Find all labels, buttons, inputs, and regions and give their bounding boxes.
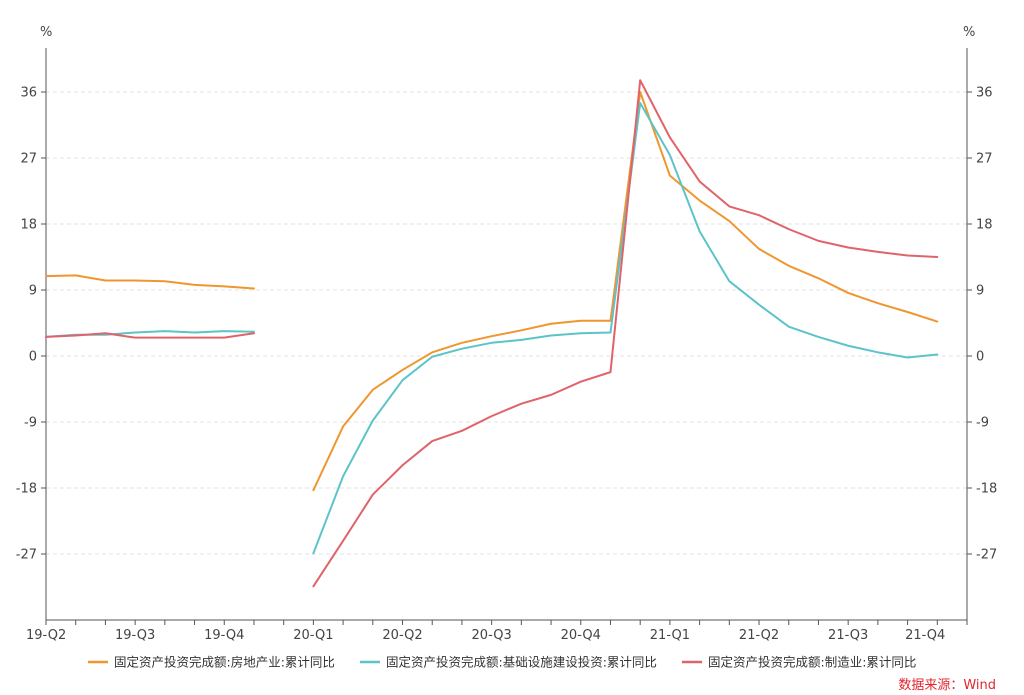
series-line-2: [45, 102, 939, 555]
x-tick-label: 19-Q4: [204, 628, 244, 643]
series-line-1: [45, 91, 939, 492]
axes: % % -27 -27 -18 -18 -9 -9 0 0 9 9 18 18 27 27 36 36 19-Q…: [16, 25, 997, 643]
y-tick-label-right: 36: [976, 86, 993, 101]
x-tick-label: 19-Q3: [115, 628, 155, 643]
x-tick-label: 19-Q2: [26, 628, 66, 643]
legend-label-3: 固定资产投资完成额:制造业:累计同比: [708, 655, 916, 670]
y-tick-label-left: -9: [24, 416, 37, 431]
x-tick-label: 20-Q4: [561, 628, 601, 643]
y-tick-label-right: -9: [976, 416, 989, 431]
y-tick-label-left: 9: [29, 284, 37, 299]
series-lines: [45, 79, 939, 588]
x-tick-label: 21-Q1: [650, 628, 690, 643]
legend: 固定资产投资完成额:房地产业:累计同比 固定资产投资完成额:基础设施建设投资:累计…: [88, 655, 916, 670]
y-tick-label-right: 9: [976, 284, 984, 299]
grid-lines: [46, 91, 967, 555]
x-tick-label: 20-Q1: [293, 628, 333, 643]
legend-label-1: 固定资产投资完成额:房地产业:累计同比: [114, 655, 335, 670]
y-tick-label-left: 27: [20, 152, 37, 167]
x-tick-label: 21-Q3: [828, 628, 868, 643]
x-tick-label: 21-Q2: [739, 628, 779, 643]
legend-label-2: 固定资产投资完成额:基础设施建设投资:累计同比: [386, 655, 657, 670]
y-unit-right: %: [963, 25, 975, 40]
x-tick-label: 21-Q4: [905, 628, 945, 643]
x-tick-label: 20-Q3: [472, 628, 512, 643]
series-line-3: [45, 79, 939, 588]
y-tick-label-right: -27: [976, 548, 997, 563]
y-tick-label-right: 27: [976, 152, 993, 167]
y-tick-label-left: -27: [16, 548, 37, 563]
y-tick-label-right: 0: [976, 350, 984, 365]
x-tick-label: 20-Q2: [382, 628, 422, 643]
y-tick-label-right: 18: [976, 218, 993, 233]
y-tick-label-left: 36: [20, 86, 37, 101]
y-tick-label-left: 18: [20, 218, 37, 233]
y-tick-label-right: -18: [976, 482, 997, 497]
data-source-label: 数据来源：Wind: [898, 678, 996, 693]
y-tick-label-left: -18: [16, 482, 37, 497]
y-unit-left: %: [40, 25, 52, 40]
y-tick-label-left: 0: [29, 350, 37, 365]
